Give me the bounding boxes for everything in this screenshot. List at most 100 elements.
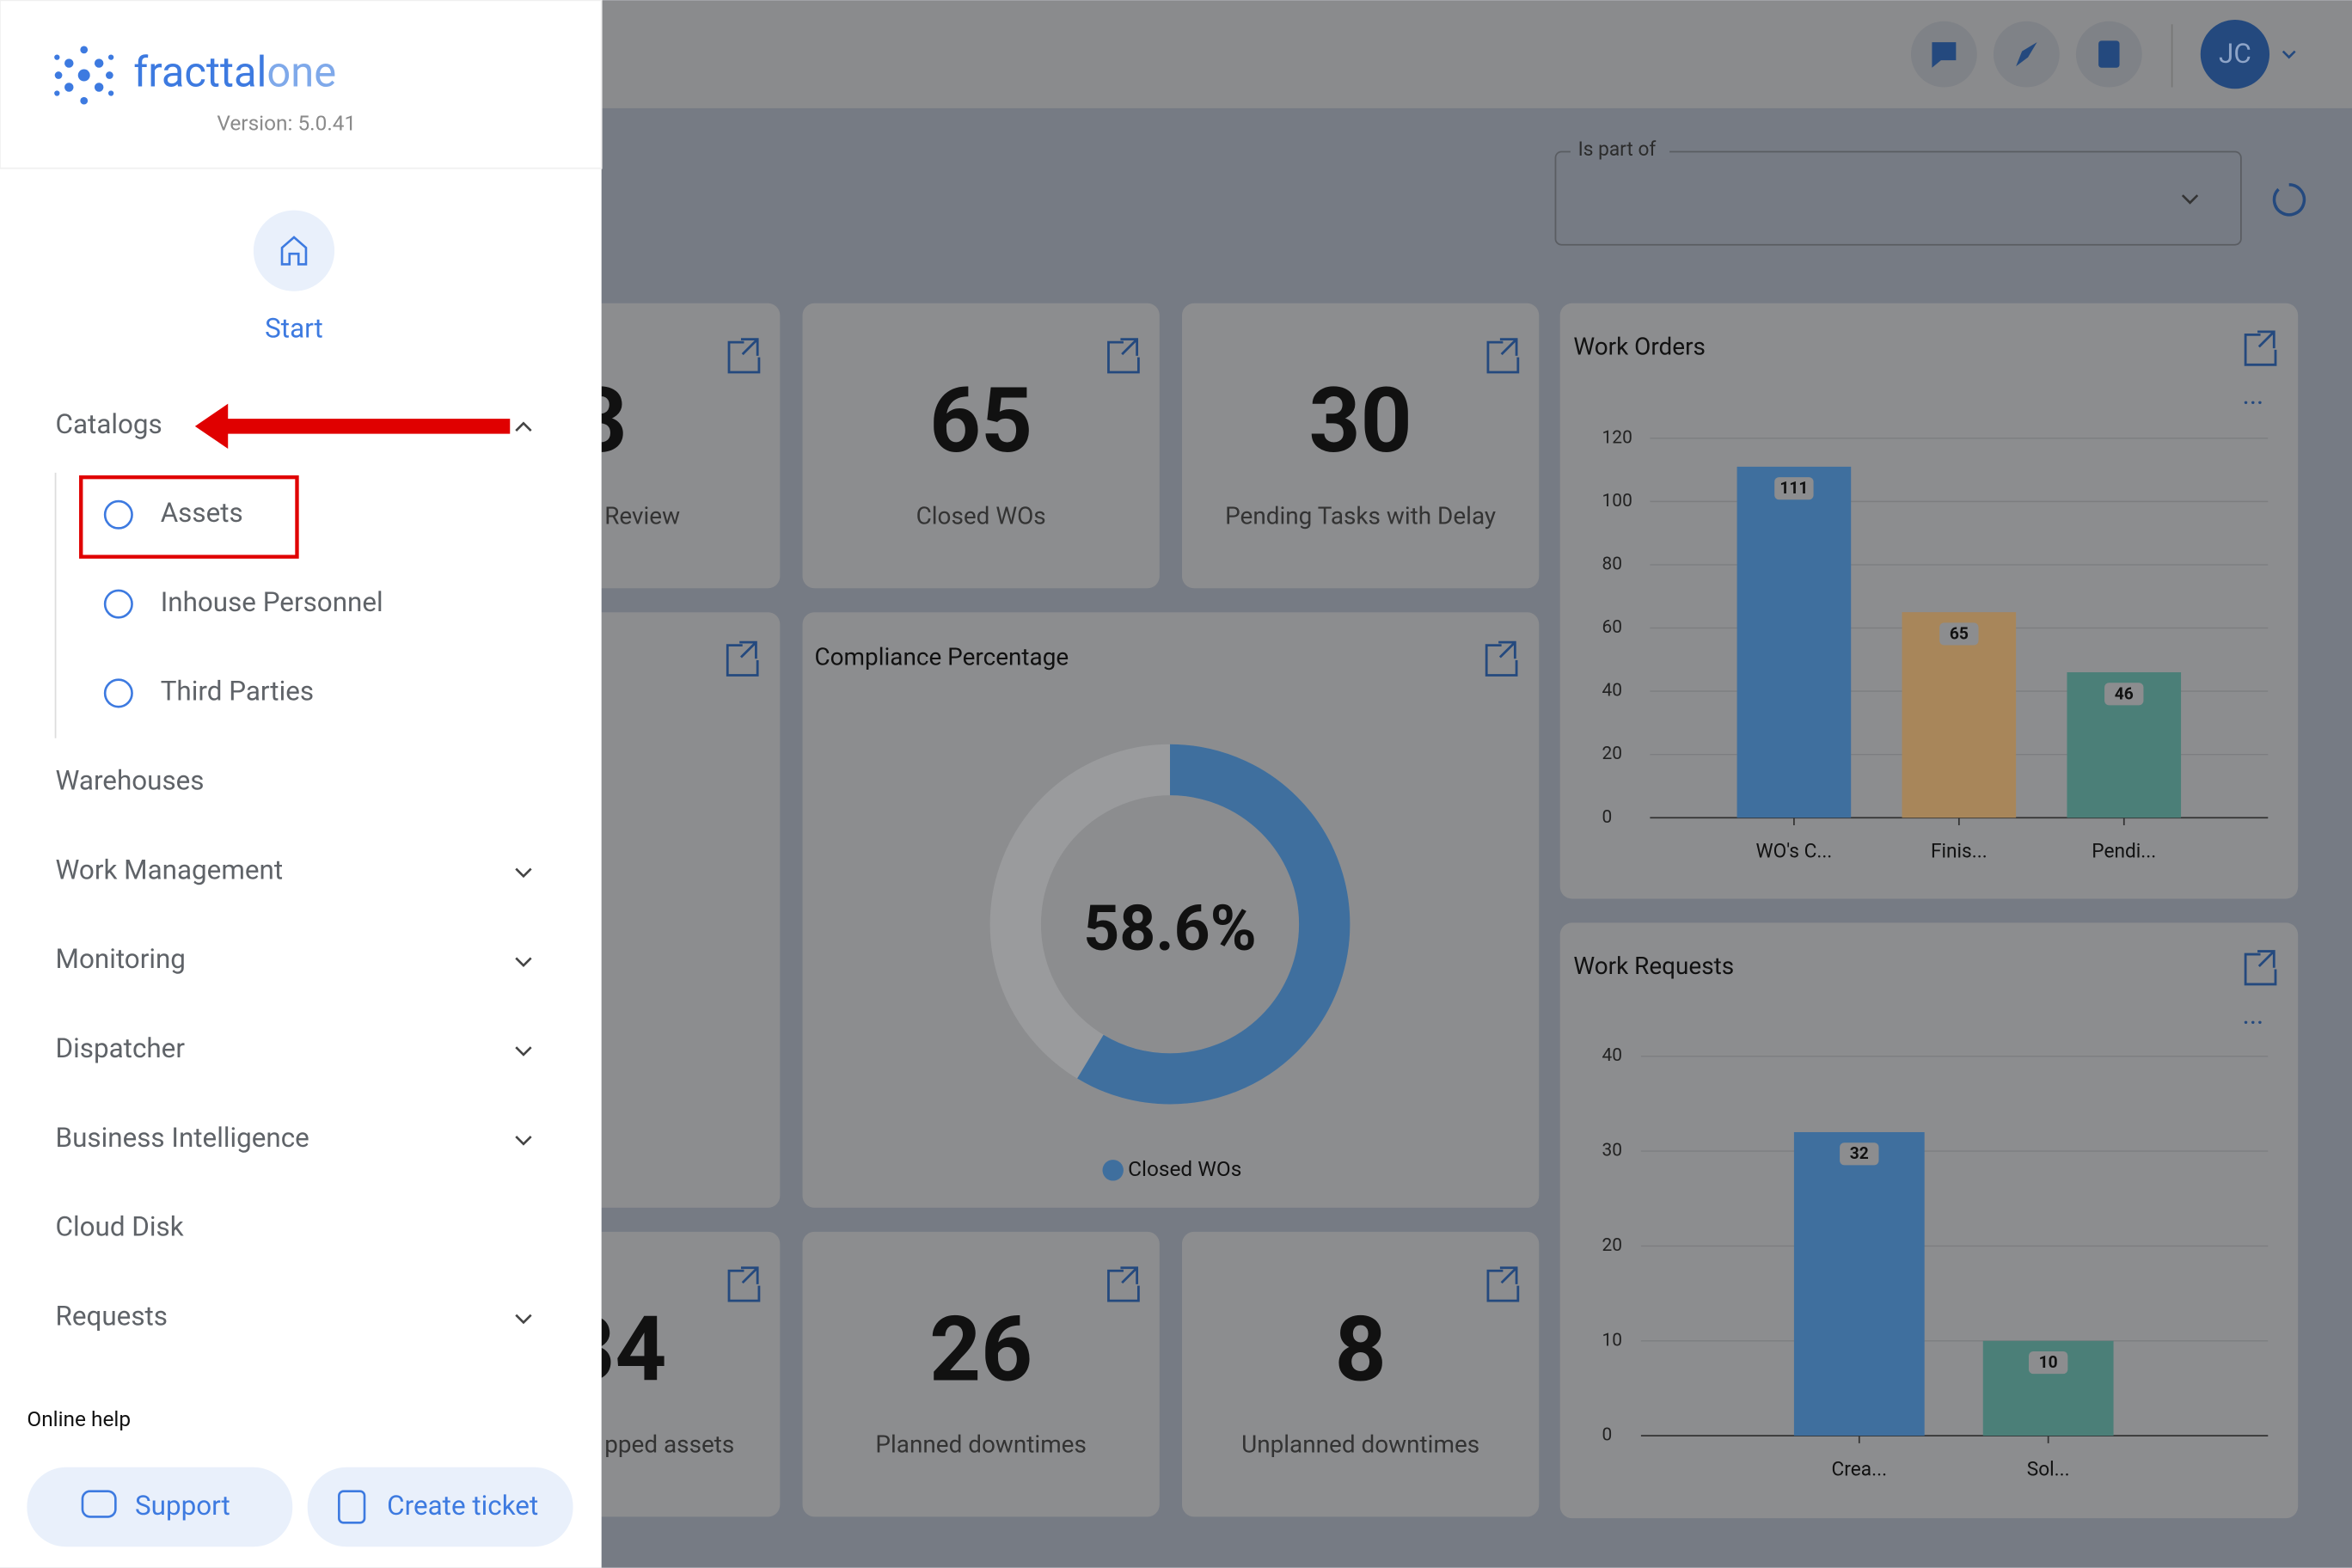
item-icon xyxy=(103,678,133,708)
menu-item[interactable]: Monitoring xyxy=(56,943,186,975)
logo-mark xyxy=(54,46,114,105)
submenu-item[interactable]: Third Parties xyxy=(161,676,314,707)
open-icon[interactable] xyxy=(1486,1266,1520,1302)
ticket-button[interactable] xyxy=(307,1467,573,1547)
kpi-value: 34 xyxy=(563,1296,666,1402)
y-tick-label: 30 xyxy=(1602,1141,1623,1161)
y-tick-label: 60 xyxy=(1602,617,1623,638)
more-icon[interactable]: ··· xyxy=(2243,1007,2264,1038)
kpi-label: Review xyxy=(604,502,680,530)
logo-suffix: one xyxy=(266,47,336,96)
chevron[interactable] xyxy=(515,421,532,432)
donut-arc xyxy=(989,744,1351,1105)
kpi-value: 8 xyxy=(1335,1296,1387,1402)
chart-title: Compliance Percentage xyxy=(814,643,1069,671)
card xyxy=(802,1231,1160,1517)
support-icon xyxy=(81,1490,117,1518)
value-label-bg xyxy=(2104,683,2144,706)
y-tick-label: 100 xyxy=(1602,491,1632,511)
y-tick-label: 40 xyxy=(1602,1045,1623,1066)
avatar-chevron[interactable] xyxy=(2282,50,2296,59)
donut-label: 58.6% xyxy=(1083,891,1257,965)
chevron[interactable] xyxy=(515,867,532,879)
value-label: 65 xyxy=(1950,623,1969,643)
support-button[interactable] xyxy=(27,1467,293,1547)
value-label-bg xyxy=(2028,1351,2068,1375)
card xyxy=(802,303,1160,589)
menu-item[interactable]: Business Intelligence xyxy=(56,1122,309,1154)
menu-item[interactable]: Catalogs xyxy=(56,408,162,440)
button-label: Support xyxy=(135,1490,230,1522)
logo-text: fracttalone xyxy=(133,47,336,96)
open-icon[interactable] xyxy=(1486,338,1520,374)
value-label: 46 xyxy=(2115,683,2134,703)
filter-label: Is part of xyxy=(1578,138,1657,161)
more-icon[interactable]: ··· xyxy=(2243,388,2264,420)
avatar-initials: JC xyxy=(2219,38,2251,70)
card xyxy=(601,1231,781,1517)
y-tick-label: 40 xyxy=(1602,681,1623,701)
y-tick-label: 20 xyxy=(1602,744,1623,764)
kpi-value: 30 xyxy=(1309,368,1412,474)
open-icon[interactable] xyxy=(727,1266,761,1302)
card xyxy=(601,303,781,589)
value-label-bg xyxy=(1939,622,1979,646)
open-icon[interactable] xyxy=(726,640,759,677)
kpi-label: Planned downtimes xyxy=(875,1430,1086,1459)
home-button[interactable] xyxy=(253,210,335,291)
chevron[interactable] xyxy=(515,957,532,967)
chevron[interactable] xyxy=(515,1314,532,1325)
avatar[interactable] xyxy=(2200,19,2270,89)
bar xyxy=(1793,1131,1925,1436)
kpi-value: 65 xyxy=(929,368,1032,474)
kpi-label: Unplanned downtimes xyxy=(1241,1430,1479,1459)
y-tick-label: 20 xyxy=(1602,1235,1623,1256)
y-tick-label: 120 xyxy=(1602,427,1632,448)
open-icon[interactable] xyxy=(727,338,761,374)
card xyxy=(1181,303,1540,589)
legend-label: Closed WOs xyxy=(1128,1156,1241,1181)
card xyxy=(1181,1231,1540,1517)
value-label-bg xyxy=(1774,477,1814,500)
item-icon xyxy=(103,589,133,619)
open-icon[interactable] xyxy=(2244,950,2277,986)
chart-title: Work Requests xyxy=(1573,952,1734,980)
filter-box[interactable] xyxy=(1554,150,2242,246)
work-requests-card xyxy=(1559,922,2299,1519)
value-label: 10 xyxy=(2039,1352,2058,1372)
home-icon xyxy=(280,236,308,266)
chevron[interactable] xyxy=(515,1136,532,1146)
item-icon xyxy=(103,499,133,530)
start-label[interactable]: Start xyxy=(265,312,323,344)
highlight-box xyxy=(79,475,299,559)
menu-item[interactable]: Cloud Disk xyxy=(56,1211,184,1243)
menu-item[interactable]: Requests xyxy=(56,1300,168,1332)
refresh-icon[interactable] xyxy=(2272,183,2306,217)
legend-swatch xyxy=(1102,1160,1124,1181)
x-tick-label: WO's C... xyxy=(1755,839,1832,862)
menu-item[interactable]: Warehouses xyxy=(56,765,205,797)
submenu-item[interactable]: Assets xyxy=(161,497,243,529)
kpi-value: 26 xyxy=(929,1296,1032,1402)
submenu-item[interactable]: Inhouse Personnel xyxy=(161,586,383,618)
value-label-bg xyxy=(1840,1142,1879,1166)
open-icon[interactable] xyxy=(2244,330,2277,366)
online-help: Online help xyxy=(27,1406,131,1431)
compliance-card xyxy=(802,612,1540,1208)
menu-item[interactable]: Work Management xyxy=(56,854,284,885)
open-icon[interactable] xyxy=(1107,1266,1140,1302)
dashboard: JC Is part of Compliance Percentage Work… xyxy=(563,0,2352,1519)
chat-icon xyxy=(1932,42,1957,68)
rocket-icon xyxy=(2016,42,2037,67)
menu-item[interactable]: Dispatcher xyxy=(56,1032,186,1064)
chevron[interactable] xyxy=(515,1046,532,1057)
open-icon[interactable] xyxy=(1485,640,1518,677)
x-tick-label: Finis... xyxy=(1931,839,1988,862)
y-tick-label: 0 xyxy=(1602,1425,1613,1446)
highlight-arrow xyxy=(194,403,511,450)
y-tick-label: 80 xyxy=(1602,554,1623,574)
open-icon[interactable] xyxy=(1107,338,1140,374)
menu: Catalogs Assets Inhouse Personnel Third Par… xyxy=(54,403,532,1332)
kpi-label: Pending Tasks with Delay xyxy=(1225,502,1496,530)
book-icon xyxy=(2098,40,2120,68)
